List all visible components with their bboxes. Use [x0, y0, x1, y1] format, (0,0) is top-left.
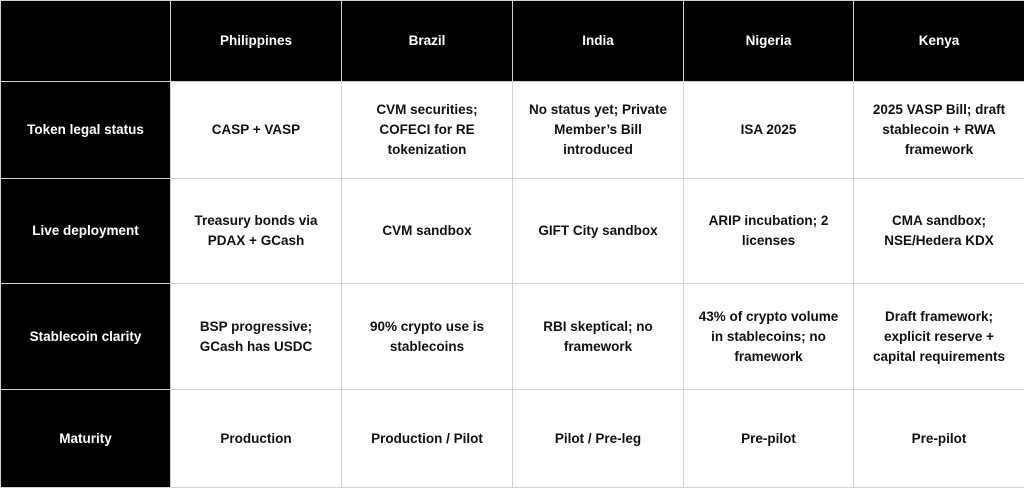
row-label: Maturity: [1, 390, 171, 488]
table-cell: Pilot / Pre-leg: [513, 390, 684, 488]
table-cell: Production / Pilot: [342, 390, 513, 488]
row-label: Token legal status: [1, 82, 171, 179]
table-cell: Treasury bonds via PDAX + GCash: [171, 179, 342, 284]
table-cell: RBI skeptical; no framework: [513, 284, 684, 390]
column-header: Nigeria: [684, 1, 854, 82]
table-cell: 43% of crypto volume in stablecoins; no …: [684, 284, 854, 390]
row-label: Stablecoin clarity: [1, 284, 171, 390]
column-header: Brazil: [342, 1, 513, 82]
table-cell: GIFT City sandbox: [513, 179, 684, 284]
corner-cell: [1, 1, 171, 82]
table-cell: CVM sandbox: [342, 179, 513, 284]
table-cell: 2025 VASP Bill; draft stablecoin + RWA f…: [854, 82, 1024, 179]
table-cell: CASP + VASP: [171, 82, 342, 179]
table-cell: 90% crypto use is stablecoins: [342, 284, 513, 390]
table-cell: ARIP incubation; 2 licenses: [684, 179, 854, 284]
column-header: India: [513, 1, 684, 82]
table-cell: CVM securities; COFECI for RE tokenizati…: [342, 82, 513, 179]
table-cell: ISA 2025: [684, 82, 854, 179]
table-cell: Production: [171, 390, 342, 488]
table-cell: Draft framework; explicit reserve + capi…: [854, 284, 1024, 390]
table-cell: Pre-pilot: [684, 390, 854, 488]
column-header: Philippines: [171, 1, 342, 82]
table-cell: CMA sandbox; NSE/Hedera KDX: [854, 179, 1024, 284]
table-cell: Pre-pilot: [854, 390, 1024, 488]
table-cell: No status yet; Private Member’s Bill int…: [513, 82, 684, 179]
row-label: Live deployment: [1, 179, 171, 284]
table-cell: BSP progressive; GCash has USDC: [171, 284, 342, 390]
column-header: Kenya: [854, 1, 1024, 82]
